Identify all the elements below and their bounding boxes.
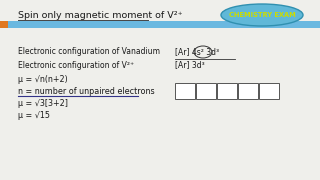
- Text: μ = √n(n+2): μ = √n(n+2): [18, 75, 68, 84]
- Bar: [0, 21, 8, 28]
- Bar: [175, 83, 195, 99]
- Text: [Ar] 4s² 3d³: [Ar] 4s² 3d³: [175, 48, 219, 57]
- Bar: [259, 83, 279, 99]
- Text: CHEMISTRY EXAM: CHEMISTRY EXAM: [228, 12, 295, 18]
- Text: Spin only magnetic moment of V²⁺: Spin only magnetic moment of V²⁺: [18, 10, 183, 19]
- Bar: [238, 83, 258, 99]
- Bar: [196, 83, 216, 99]
- Bar: [0, 21, 320, 28]
- Text: [Ar] 3d³: [Ar] 3d³: [175, 60, 205, 69]
- Text: Electronic configuration of V²⁺: Electronic configuration of V²⁺: [18, 60, 134, 69]
- Text: μ = √15: μ = √15: [18, 111, 50, 120]
- Text: Electronic configuration of Vanadium: Electronic configuration of Vanadium: [18, 48, 160, 57]
- Text: μ = √3[3+2]: μ = √3[3+2]: [18, 98, 68, 107]
- Bar: [217, 83, 237, 99]
- Text: n = number of unpaired electrons: n = number of unpaired electrons: [18, 87, 155, 96]
- Ellipse shape: [221, 4, 303, 26]
